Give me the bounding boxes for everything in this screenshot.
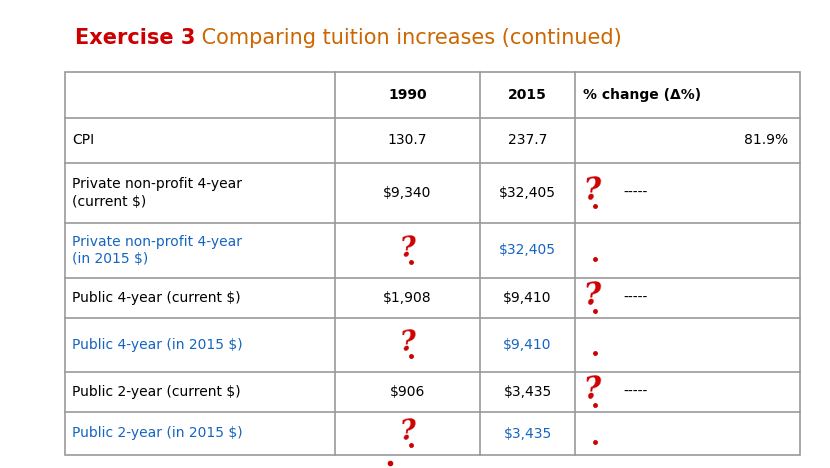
Text: $32,405: $32,405 [499, 243, 556, 257]
Text: Public 2-year (current $): Public 2-year (current $) [72, 385, 241, 399]
Text: 1990: 1990 [388, 88, 427, 102]
Text: -----: ----- [623, 186, 647, 200]
Text: -----: ----- [623, 385, 647, 399]
Text: Exercise 3: Exercise 3 [75, 28, 195, 48]
Text: ?: ? [398, 329, 417, 357]
Text: $906: $906 [390, 385, 425, 399]
Text: ?: ? [583, 374, 603, 406]
Text: Private non-profit 4-year
(in 2015 $): Private non-profit 4-year (in 2015 $) [72, 234, 242, 266]
Text: ?: ? [398, 417, 417, 446]
Text: $9,410: $9,410 [503, 291, 552, 305]
Text: ?: ? [398, 234, 417, 263]
Text: 81.9%: 81.9% [744, 133, 788, 147]
Text: Public 4-year (current $): Public 4-year (current $) [72, 291, 241, 305]
Text: ?: ? [583, 280, 603, 312]
Text: $3,435: $3,435 [503, 385, 552, 399]
Text: CPI: CPI [72, 133, 94, 147]
Text: $9,340: $9,340 [383, 186, 432, 200]
Text: Comparing tuition increases (continued): Comparing tuition increases (continued) [195, 28, 622, 48]
Text: 237.7: 237.7 [508, 133, 547, 147]
Text: $32,405: $32,405 [499, 186, 556, 200]
Text: -----: ----- [623, 291, 647, 305]
Bar [65, 72, 800, 455]
Text: $3,435: $3,435 [503, 426, 552, 440]
Text: 2015: 2015 [508, 88, 547, 102]
Text: ?: ? [583, 175, 603, 207]
Text: Public 2-year (in 2015 $): Public 2-year (in 2015 $) [72, 426, 242, 440]
Text: Private non-profit 4-year
(current $): Private non-profit 4-year (current $) [72, 177, 242, 209]
Text: $1,908: $1,908 [383, 291, 432, 305]
Text: % change (Δ%): % change (Δ%) [583, 88, 701, 102]
Text: Public 4-year (in 2015 $): Public 4-year (in 2015 $) [72, 338, 242, 352]
Text: $9,410: $9,410 [503, 338, 552, 352]
Text: 130.7: 130.7 [388, 133, 427, 147]
